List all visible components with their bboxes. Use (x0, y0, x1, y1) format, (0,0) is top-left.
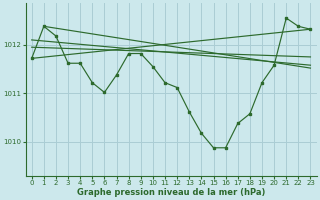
X-axis label: Graphe pression niveau de la mer (hPa): Graphe pression niveau de la mer (hPa) (77, 188, 265, 197)
